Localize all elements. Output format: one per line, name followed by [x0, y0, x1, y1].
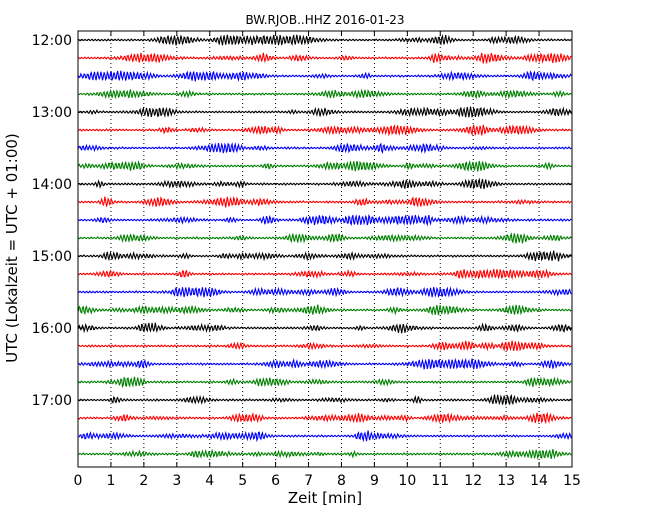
seismic-trace: [77, 70, 572, 83]
seismic-trace: [78, 124, 572, 137]
seismic-trace: [78, 213, 572, 227]
x-tick-label: 15: [563, 473, 581, 489]
x-tick-label: 12: [464, 473, 482, 489]
x-tick-label: 5: [238, 473, 247, 489]
seismic-trace: [78, 376, 572, 389]
seismic-trace: [78, 268, 572, 280]
seismic-trace: [78, 106, 572, 118]
y-tick-label: 12:00: [32, 33, 72, 49]
seismic-trace: [77, 141, 572, 154]
seismic-trace: [78, 286, 572, 298]
x-axis-label: Zeit [min]: [288, 489, 362, 507]
seismic-trace: [78, 357, 572, 370]
y-tick-label: 17:00: [32, 393, 72, 409]
seismic-trace: [78, 88, 572, 100]
x-tick-label: 7: [304, 473, 313, 489]
seismic-traces: [77, 33, 572, 460]
y-axis-label: UTC (Lokalzeit = UTC + 01:00): [3, 133, 21, 363]
x-tick-label: 9: [370, 473, 379, 489]
x-tick-label: 3: [172, 473, 181, 489]
seismic-trace: [78, 159, 572, 172]
x-tick-label: 10: [398, 473, 416, 489]
x-tick-label: 4: [205, 473, 214, 489]
seismic-trace: [78, 340, 572, 352]
seismic-trace: [78, 232, 572, 244]
seismic-trace: [78, 411, 572, 425]
seismic-trace: [78, 52, 572, 64]
seismic-trace: [78, 250, 572, 262]
y-tick-label: 14:00: [32, 177, 72, 193]
seismic-trace: [77, 322, 572, 334]
seismic-trace: [78, 393, 572, 406]
x-tick-label: 1: [106, 473, 115, 489]
x-tick-label: 2: [139, 473, 148, 489]
x-tick-label: 13: [497, 473, 515, 489]
seismic-trace: [78, 33, 572, 47]
seismic-trace: [78, 448, 572, 460]
seismic-trace: [78, 430, 572, 443]
plot-frame: [77, 30, 573, 468]
y-axis-ticks: 12:00 13:00 14:00 15:00 16:00 17:00: [32, 33, 572, 409]
x-axis-ticks: 0 1 2 3 4 5 6 7 8 9 10 11 12 13 14 15: [74, 31, 581, 489]
grid-lines: [110, 31, 540, 467]
x-tick-label: 6: [271, 473, 280, 489]
seismic-trace: [78, 177, 572, 190]
y-tick-label: 15:00: [32, 249, 72, 265]
chart-title: BW.RJOB..HHZ 2016-01-23: [245, 13, 404, 27]
x-tick-label: 11: [431, 473, 449, 489]
x-tick-label: 14: [530, 473, 548, 489]
x-tick-label: 8: [337, 473, 346, 489]
seismic-trace: [77, 304, 572, 316]
y-tick-label: 16:00: [32, 321, 72, 337]
y-tick-label: 13:00: [32, 105, 72, 121]
x-tick-label: 0: [74, 473, 83, 489]
seismic-trace: [78, 195, 572, 208]
